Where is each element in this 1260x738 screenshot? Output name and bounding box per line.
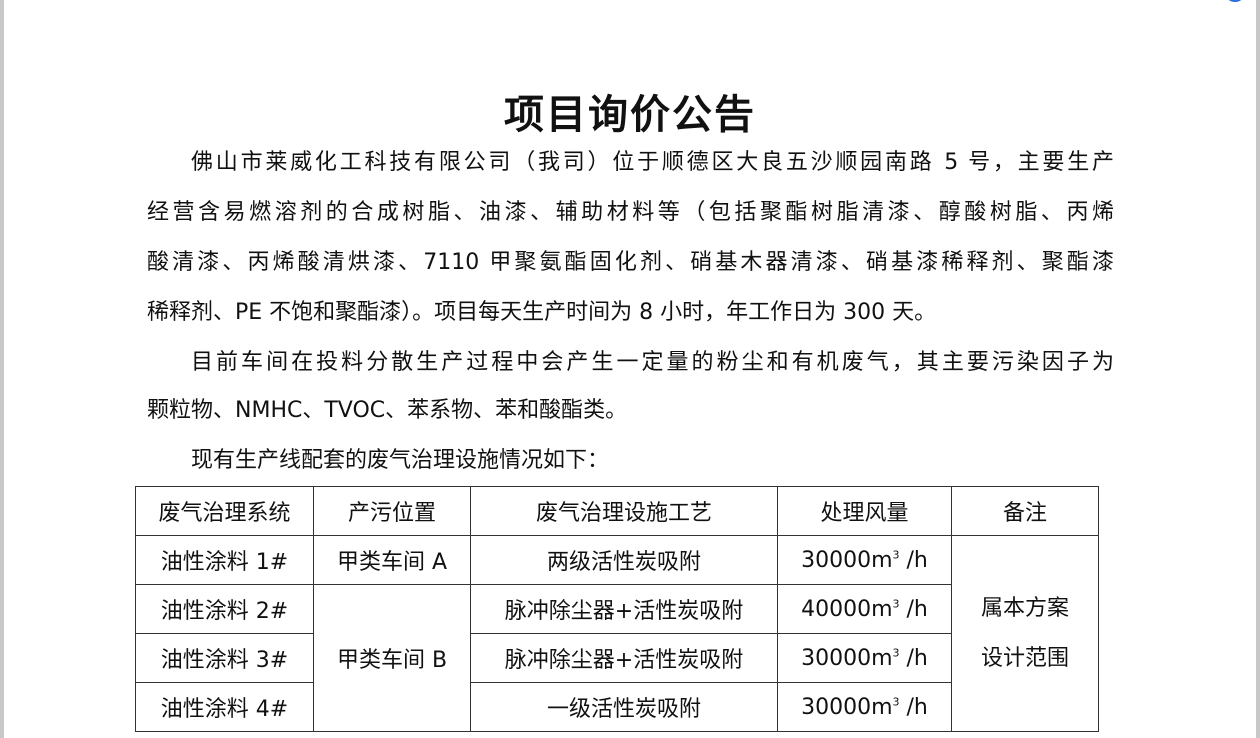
cell-remark: 属本方案 设计范围	[951, 535, 1099, 732]
cell-flow: 30000m3 /h	[777, 633, 952, 683]
cell-system: 油性涂料 3#	[135, 633, 314, 683]
flow-unit: /h	[899, 547, 928, 573]
flow-sup: 3	[892, 695, 900, 709]
page-title: 项目询价公告	[504, 92, 756, 138]
paragraph-1-line-3: 酸清漆、丙烯酸清烘漆、7110 甲聚氨酯固化剂、硝基木器清漆、硝基漆稀释剂、聚酯…	[147, 250, 1114, 275]
remark-line-2: 设计范围	[980, 645, 1069, 671]
paragraph-1-line-1: 佛山市莱威化工科技有限公司（我司）位于顺德区大良五沙顺园南路 5 号，主要生产	[191, 150, 1114, 175]
cell-flow: 30000m3 /h	[777, 682, 952, 732]
flow-unit: /h	[899, 596, 928, 622]
flow-value: 30000m	[801, 645, 893, 671]
cell-flow: 40000m3 /h	[777, 584, 952, 634]
paragraph-1-line-2: 经营含易燃溶剂的合成树脂、油漆、辅助材料等（包括聚酯树脂清漆、醇酸树脂、丙烯	[147, 200, 1114, 225]
cell-flow: 30000m3 /h	[777, 535, 952, 585]
cell-process: 一级活性炭吸附	[470, 682, 778, 732]
flow-sup: 3	[892, 548, 900, 562]
floating-button-icon[interactable]	[1226, 0, 1244, 2]
flow-unit: /h	[899, 645, 928, 671]
header-location: 产污位置	[313, 486, 471, 536]
cell-process: 脉冲除尘器+活性炭吸附	[470, 633, 778, 683]
left-scroll-edge	[0, 0, 4, 738]
cell-system: 油性涂料 1#	[135, 535, 314, 585]
paragraph-2-line-1: 目前车间在投料分散生产过程中会产生一定量的粉尘和有机废气，其主要污染因子为	[191, 350, 1114, 375]
table-header-row: 废气治理系统 产污位置 废气治理设施工艺 处理风量 备注	[135, 486, 1099, 536]
remark-line-1: 属本方案	[980, 595, 1069, 621]
header-remark: 备注	[951, 486, 1099, 536]
table-row: 油性涂料 4# 一级活性炭吸附 30000m3 /h	[135, 682, 1099, 732]
cell-location: 甲类车间 A	[313, 535, 471, 585]
paragraph-2-line-2: 颗粒物、NMHC、TVOC、苯系物、苯和酸酯类。	[147, 398, 628, 423]
flow-value: 40000m	[801, 596, 893, 622]
paragraph-3-line-1: 现有生产线配套的废气治理设施情况如下：	[191, 448, 610, 473]
table-row: 油性涂料 3# 脉冲除尘器+活性炭吸附 30000m3 /h	[135, 633, 1099, 683]
cell-system: 油性涂料 2#	[135, 584, 314, 634]
flow-value: 30000m	[801, 694, 893, 720]
cell-system: 油性涂料 4#	[135, 682, 314, 732]
header-process: 废气治理设施工艺	[470, 486, 778, 536]
right-scrollbar[interactable]	[1256, 0, 1260, 738]
cell-location: 甲类车间 B	[313, 584, 471, 732]
paragraph-1-line-4: 稀释剂、PE 不饱和聚酯漆）。项目每天生产时间为 8 小时，年工作日为 300 …	[147, 300, 937, 325]
cell-process: 脉冲除尘器+活性炭吸附	[470, 584, 778, 634]
header-flow: 处理风量	[777, 486, 952, 536]
header-system: 废气治理系统	[135, 486, 314, 536]
flow-value: 30000m	[801, 547, 893, 573]
flow-sup: 3	[892, 646, 900, 660]
table-row: 油性涂料 2# 甲类车间 B 脉冲除尘器+活性炭吸附 40000m3 /h	[135, 584, 1099, 732]
cell-process: 两级活性炭吸附	[470, 535, 778, 585]
flow-unit: /h	[899, 694, 928, 720]
table-row: 油性涂料 1# 甲类车间 A 两级活性炭吸附 30000m3 /h 属本方案 设…	[135, 535, 1099, 732]
flow-sup: 3	[892, 597, 900, 611]
exhaust-treatment-table: 废气治理系统 产污位置 废气治理设施工艺 处理风量 备注 油性涂料 1# 甲类车…	[135, 486, 1099, 732]
